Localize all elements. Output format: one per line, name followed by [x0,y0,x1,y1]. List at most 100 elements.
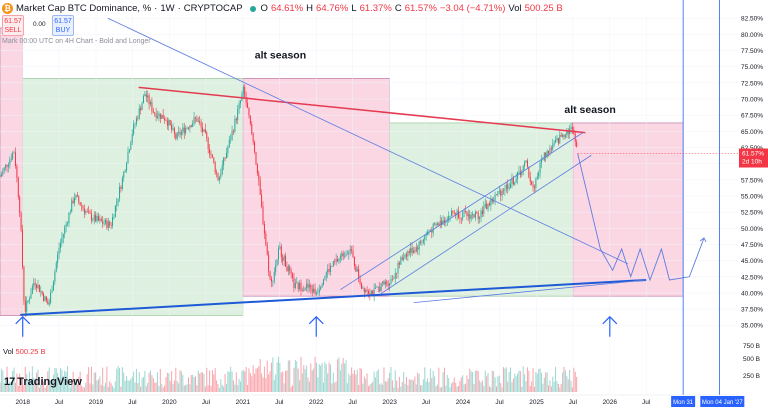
time-tick-label: 2023 [382,399,397,406]
grid-lines [0,15,738,395]
volume-bar [228,371,230,392]
volume-value: 500.25 B [524,3,563,14]
candle-body [331,266,333,267]
volume-bar [192,374,194,392]
volume-bar [465,383,467,392]
volume-bar [269,371,271,392]
volume-bar [555,366,557,392]
volume-bar [83,387,85,392]
volume-bar [458,385,460,392]
candle-body [231,130,233,140]
candle-body [245,97,247,103]
candle-body [360,283,362,289]
volume-bar [134,382,136,392]
candle-body [469,214,471,219]
volume-bar [182,374,184,392]
volume-bar [532,368,534,392]
tradingview-branding[interactable]: 17 TradingView [4,376,82,388]
volume-bar [569,369,571,392]
candle-body [512,178,514,185]
volume-bar [390,366,392,392]
sell-price: 61.57 [4,18,22,25]
chart-header: ₿ Market Cap BTC Dominance, % · 1W · CRY… [2,2,563,15]
candle-body [199,120,201,124]
volume-bar [439,387,441,392]
sell-button[interactable]: 61.57 SELL [2,15,24,36]
trendline-lower-support [20,278,647,316]
candle-body [183,127,185,134]
volume-bar [359,367,361,392]
candle-body [109,221,111,226]
indicator-legend[interactable]: Mark 00:00 UTC on 4H Chart - Bold and Lo… [2,38,151,45]
candle-body [206,132,208,138]
volume-bar [82,387,84,392]
candle-body [552,144,554,150]
volume-bar [443,367,445,392]
volume-bar [498,375,500,392]
annotation-label: alt season [564,104,615,116]
buy-button[interactable]: 61.57 BUY [52,15,74,36]
volume-bar [472,371,474,392]
volume-bar [292,385,294,392]
volume-bar [452,381,454,392]
candle-body [83,208,85,213]
volume-bar [460,377,462,392]
time-tick-label: Jul [202,399,211,406]
candle-body [535,178,537,188]
volume-bar [189,384,191,392]
candle-body [275,264,277,272]
candle-body [10,159,12,160]
candle-body [570,127,572,130]
time-tick-label: 2020 [162,399,177,406]
candle-body [137,118,139,119]
volume-bar [34,382,36,392]
symbol-name[interactable]: Market Cap BTC Dominance, % [16,3,152,14]
volume-bar [262,377,264,392]
volume-bar [511,382,513,392]
volume-bar [259,359,261,392]
season-zones [0,27,684,316]
volume-bar [320,365,322,392]
candle-body [294,283,296,288]
volume-bar [149,370,151,392]
price-tick-label: 82.50% [741,16,763,23]
volume-bar [148,372,150,392]
volume-bar [414,376,416,392]
volume-bar [531,381,533,392]
volume-bar [109,381,111,392]
time-tick-label: 2022 [309,399,324,406]
candle-body [557,138,559,144]
candle-body [151,102,153,112]
candle-body [20,212,22,230]
volume-bar [514,373,516,392]
candle-body [344,256,346,258]
candle-body [127,152,129,164]
volume-bar [570,380,572,392]
candle-body [563,134,565,138]
candle-body [289,266,291,272]
candle-body [214,162,216,173]
timeframe[interactable]: 1W [160,3,175,14]
candle-body [85,211,87,213]
candle-body [268,254,270,272]
candle-body [453,212,455,214]
candle-body [379,286,381,292]
volume-bar [545,372,547,392]
candle-body [14,152,16,167]
tradingview-name: TradingView [17,376,82,388]
volume-bar [539,368,541,392]
volume-bar [421,385,423,392]
volume-bar [358,385,360,392]
volume-bar [124,380,126,392]
volume-bar [422,379,424,392]
candle-body [71,200,73,213]
volume-bar [324,361,326,392]
candle-body [249,115,251,124]
volume-bar [401,382,403,392]
volume-bar [155,382,157,392]
volume-bar [325,364,327,392]
volume-bar [12,370,14,392]
candle-body [283,255,285,261]
candle-body [318,289,320,293]
